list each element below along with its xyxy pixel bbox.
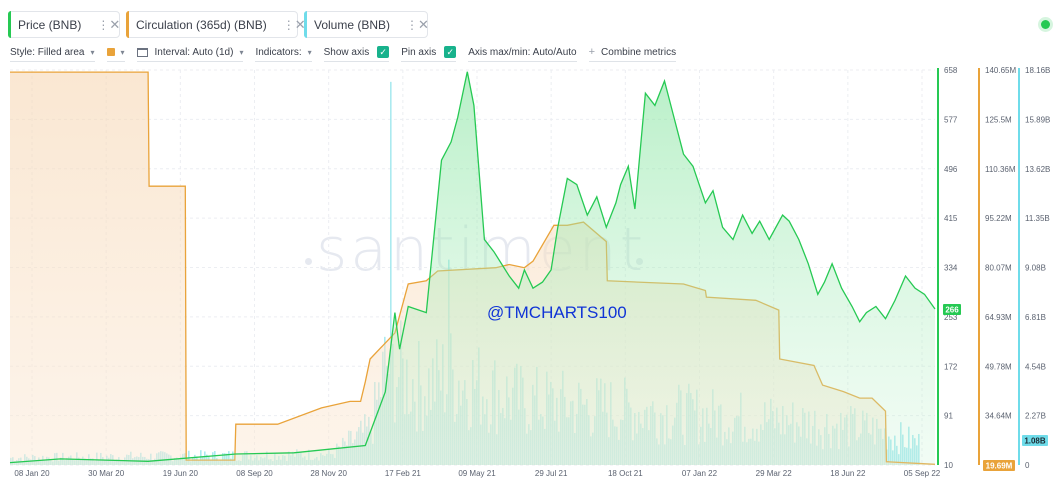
style-select[interactable]: Style: Filled area ▾ (10, 44, 95, 62)
volume-axis-tick: 9.08B (1025, 264, 1046, 273)
circulation-axis-tick: 64.93M (985, 313, 1012, 322)
interval-select[interactable]: Interval: Auto (1d) ▾ (136, 44, 244, 62)
x-tick-label: 18 Jun 22 (830, 469, 866, 478)
price-axis-tick: 577 (944, 115, 958, 124)
circulation-axis-tick: 49.78M (985, 362, 1012, 371)
x-tick-label: 19 Jun 20 (163, 469, 199, 478)
checkbox-checked-icon[interactable]: ✓ (444, 46, 457, 58)
x-tick-label: 08 Jan 20 (14, 469, 50, 478)
circulation-current-badge: 19.69M (986, 462, 1013, 471)
chart-toolbar: Style: Filled area ▾ ▾ Interval: Auto (1… (10, 44, 688, 62)
circulation-axis-tick: 34.64M (985, 412, 1012, 421)
combine-label: Combine metrics (601, 46, 677, 58)
price-axis-tick: 415 (944, 214, 958, 223)
watermark-dot-left (305, 258, 312, 265)
metric-chip-volume[interactable]: Volume (BNB) ⋮ ✕ (304, 11, 429, 38)
chevron-down-icon: ▾ (239, 47, 244, 57)
volume-current-badge: 1.08B (1024, 437, 1046, 446)
metric-chip-price[interactable]: Price (BNB) ⋮ ✕ (8, 11, 120, 38)
x-tick-label: 09 May 21 (458, 469, 496, 478)
volume-axis-tick: 13.62B (1025, 165, 1050, 174)
close-icon[interactable]: ✕ (109, 16, 121, 32)
calendar-icon (136, 47, 148, 57)
volume-axis-tick: 2.27B (1025, 412, 1046, 421)
price-axis-tick: 334 (944, 264, 958, 273)
axis-maxmin-select[interactable]: Axis max/min: Auto/Auto (468, 44, 577, 62)
color-select[interactable]: ▾ (106, 44, 125, 62)
chevron-down-icon: ▾ (120, 47, 125, 57)
price-axis-tick: 172 (944, 362, 958, 371)
more-options-icon[interactable]: ⋮ (97, 17, 110, 32)
interval-label: Interval: Auto (1d) (154, 46, 234, 58)
chevron-down-icon: ▾ (307, 47, 312, 57)
close-icon[interactable]: ✕ (294, 16, 306, 32)
x-tick-label: 28 Nov 20 (310, 469, 347, 478)
color-swatch (106, 48, 115, 56)
price-axis-tick: 496 (944, 165, 958, 174)
circulation-axis-tick: 110.36M (985, 165, 1016, 174)
style-label: Style: Filled area (10, 46, 85, 58)
circulation-axis-tick: 95.22M (985, 214, 1012, 223)
x-tick-label: 30 Mar 20 (88, 469, 125, 478)
metric-color-accent (8, 11, 11, 38)
circulation-axis-tick: 140.65M (985, 66, 1016, 75)
x-tick-label: 29 Jul 21 (535, 469, 568, 478)
circulation-axis-tick: 80.07M (985, 264, 1012, 273)
metric-chip-circulation[interactable]: Circulation (365d) (BNB) ⋮ ✕ (126, 11, 306, 38)
metric-color-accent (126, 11, 129, 38)
circulation-current-badge-bg (983, 460, 1015, 471)
plus-icon: + (588, 46, 596, 58)
price-axis-tick: 91 (944, 412, 953, 421)
x-tick-label: 05 Sep 22 (904, 469, 941, 478)
x-tick-label: 08 Sep 20 (236, 469, 273, 478)
volume-axis-tick: 18.16B (1025, 66, 1050, 75)
volume-axis-tick: 0 (1025, 461, 1030, 470)
price-current-badge: 266 (945, 306, 959, 315)
x-tick-label: 17 Feb 21 (385, 469, 422, 478)
volume-bar (390, 81, 392, 465)
volume-current-badge-bg (1022, 435, 1048, 446)
price-current-badge-bg (943, 304, 961, 315)
x-tick-label: 29 Mar 22 (756, 469, 793, 478)
price-line (9, 71, 936, 464)
axis-maxmin-label: Axis max/min: Auto/Auto (468, 46, 577, 58)
pin-axis-toggle[interactable]: Pin axis ✓ (401, 44, 457, 62)
more-options-icon[interactable]: ⋮ (406, 17, 419, 32)
pin-axis-label: Pin axis (401, 46, 437, 58)
chevron-down-icon: ▾ (90, 47, 95, 57)
checkbox-checked-icon[interactable]: ✓ (377, 46, 390, 58)
overlay-handle-text: @TMCHARTS100 (487, 303, 627, 322)
volume-axis-tick: 6.81B (1025, 313, 1046, 322)
metric-color-accent (304, 11, 307, 38)
volume-axis-tick: 11.35B (1025, 214, 1050, 223)
combine-metrics-button[interactable]: + Combine metrics (588, 44, 677, 62)
show-axis-toggle[interactable]: Show axis ✓ (323, 44, 390, 62)
show-axis-label: Show axis (323, 46, 370, 58)
more-options-icon[interactable]: ⋮ (282, 17, 295, 32)
x-tick-label: 07 Jan 22 (682, 469, 718, 478)
indicators-label: Indicators: (255, 46, 302, 58)
price-axis-tick: 253 (944, 313, 958, 322)
circulation-axis-tick: 125.5M (985, 115, 1012, 124)
volume-axis-tick: 4.54B (1025, 362, 1046, 371)
live-status-dot (1041, 20, 1050, 29)
price-axis-tick: 658 (944, 66, 958, 75)
metric-label: Circulation (365d) (BNB) (136, 17, 267, 32)
close-icon[interactable]: ✕ (418, 16, 429, 32)
price-axis-tick: 10 (944, 461, 953, 470)
x-tick-label: 18 Oct 21 (608, 469, 643, 478)
metric-label: Volume (BNB) (314, 17, 391, 32)
volume-axis-tick: 15.89B (1025, 115, 1050, 124)
indicators-select[interactable]: Indicators: ▾ (255, 44, 312, 62)
metric-bar: Price (BNB) ⋮ ✕ Circulation (365d) (BNB)… (8, 11, 429, 39)
metric-label: Price (BNB) (18, 17, 82, 32)
price-area (10, 71, 935, 466)
